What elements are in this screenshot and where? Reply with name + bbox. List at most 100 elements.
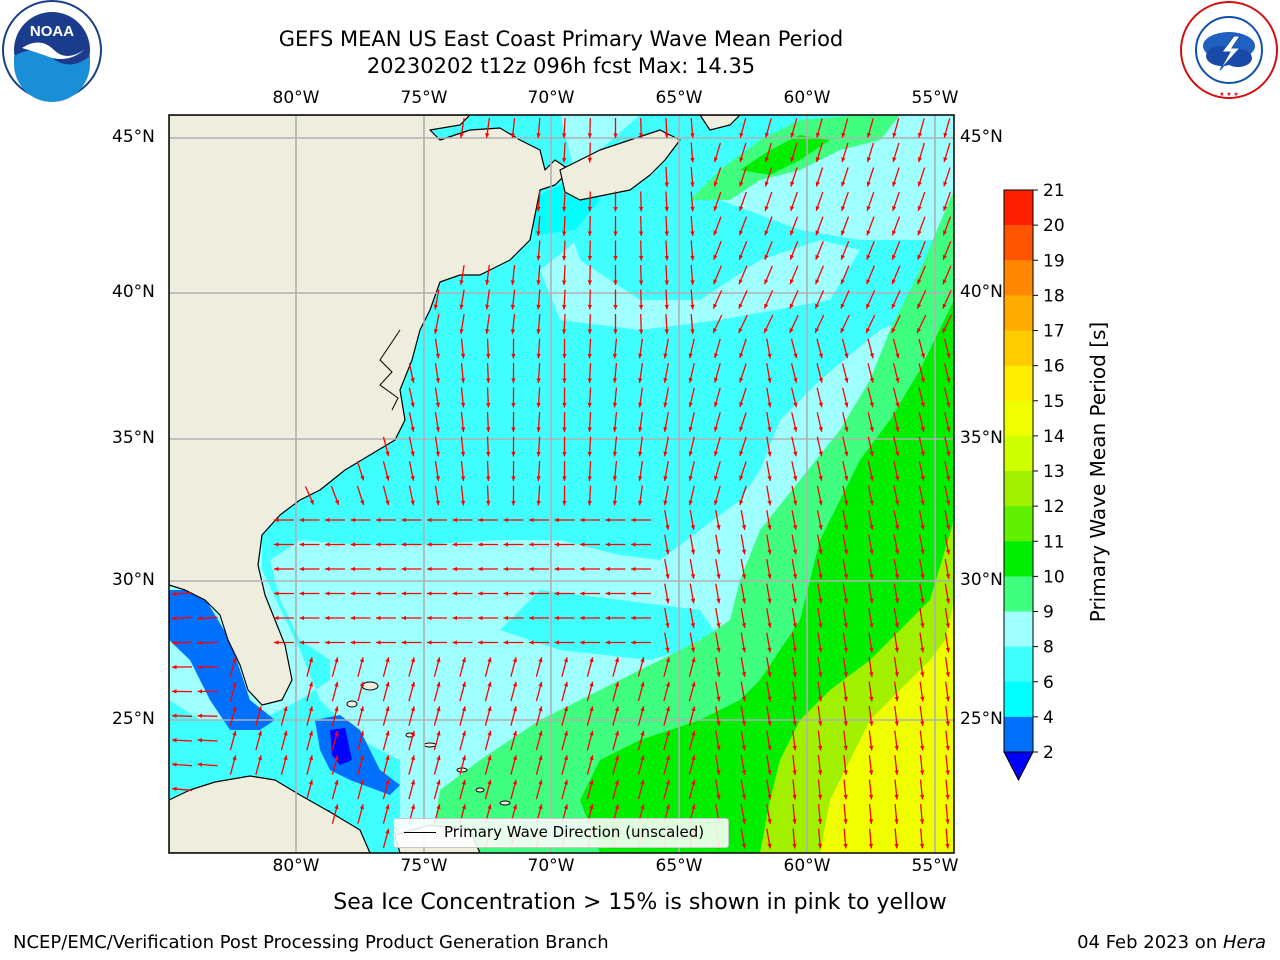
direction-arrow-255 [663, 436, 669, 457]
direction-arrow-225 [486, 411, 491, 433]
direction-arrow-521 [433, 681, 441, 702]
direction-arrow-542 [171, 713, 193, 719]
direction-arrow-170 [766, 338, 772, 359]
direction-arrow-451 [868, 608, 874, 628]
x-tick-bottom-2: 70°W [527, 856, 575, 876]
direction-arrow-201 [434, 387, 440, 408]
direction-arrow-598 [817, 730, 823, 751]
direction-arrow-519 [382, 681, 390, 702]
direction-arrow-308 [739, 485, 747, 506]
direction-arrow-616 [484, 755, 492, 775]
direction-arrow-436 [478, 615, 498, 621]
direction-arrow-648 [612, 779, 620, 800]
y-tick-left-0: 45°N [112, 127, 155, 147]
direction-arrow-661 [945, 779, 950, 800]
direction-arrow-681 [817, 803, 823, 825]
direction-arrow-502 [688, 657, 696, 677]
direction-arrow-323 [427, 517, 447, 523]
direction-arrow-203 [486, 387, 491, 408]
direction-arrow-339 [842, 510, 849, 530]
direction-arrow-178 [408, 363, 415, 383]
direction-arrow-411 [580, 591, 600, 596]
direction-arrow-305 [663, 485, 669, 506]
direction-arrow-260 [791, 436, 798, 457]
direction-arrow-606 [229, 755, 237, 775]
direction-arrow-91 [866, 240, 875, 261]
direction-arrow-137 [459, 314, 465, 334]
direction-arrow-291 [304, 486, 315, 505]
direction-arrow-414 [664, 583, 670, 604]
colorbar-tick-9: 14 [1043, 427, 1065, 447]
direction-arrow-327 [529, 517, 549, 523]
direction-arrow-386 [664, 559, 670, 579]
direction-arrow-259 [766, 436, 772, 457]
colorbar-segment-1 [1004, 225, 1033, 261]
direction-arrow-412 [605, 591, 626, 596]
direction-arrow-589 [586, 730, 594, 751]
direction-arrow-489 [357, 657, 365, 677]
direction-arrow-101 [613, 264, 618, 286]
direction-arrow-537 [843, 681, 848, 702]
direction-arrow-128 [763, 290, 774, 309]
direction-arrow-499 [612, 657, 620, 677]
direction-arrow-488 [331, 657, 339, 677]
direction-arrow-330 [605, 517, 626, 523]
direction-arrow-207 [587, 387, 592, 408]
direction-arrow-495 [510, 657, 518, 677]
direction-arrow-83 [664, 240, 669, 261]
direction-arrow-147 [712, 314, 723, 334]
direction-arrow-578 [306, 730, 314, 751]
direction-arrow-382 [554, 566, 575, 572]
colorbar: 2 4 6 8 9 10 11 12 13 14 15 16 17 18 19 20 21 [1003, 181, 1065, 782]
direction-arrow-509 [868, 657, 874, 677]
direction-arrow-553 [459, 706, 467, 726]
direction-arrow-512 [944, 657, 950, 677]
direction-arrow-527 [586, 681, 594, 702]
x-tick-top-4: 60°W [783, 88, 831, 108]
direction-arrow-292 [330, 485, 340, 506]
direction-arrow-239 [842, 412, 849, 432]
direction-arrow-348 [376, 542, 396, 547]
coastline-detail [379, 329, 401, 411]
direction-arrow-420 [817, 583, 823, 604]
direction-arrow-236 [766, 412, 772, 432]
direction-arrow-223 [434, 412, 440, 432]
direction-arrow-238 [816, 412, 823, 432]
direction-arrow-599 [843, 730, 848, 751]
direction-arrow-186 [612, 362, 618, 384]
direction-arrow-301 [562, 485, 567, 506]
direction-arrow-569 [868, 705, 874, 727]
direction-arrow-615 [459, 755, 467, 775]
direction-arrow-610 [331, 755, 339, 775]
direction-arrow-478 [817, 632, 823, 653]
direction-arrow-701 [817, 828, 823, 849]
direction-arrow-261 [816, 436, 823, 457]
direction-arrow-481 [893, 632, 899, 653]
direction-arrow-196 [867, 363, 874, 383]
direction-arrow-16 [892, 118, 900, 138]
direction-arrow-134 [916, 290, 927, 309]
direction-arrow-590 [612, 730, 620, 751]
island-5 [475, 787, 485, 793]
direction-arrow-156 [942, 314, 952, 334]
direction-arrow-341 [893, 510, 900, 530]
direction-arrow-548 [331, 706, 339, 726]
direction-arrow-381 [529, 566, 549, 572]
direction-arrow-183 [536, 362, 541, 384]
direction-arrow-392 [817, 559, 823, 579]
direction-arrow-628 [792, 754, 797, 776]
direction-arrow-468 [554, 640, 575, 645]
island-3 [423, 742, 437, 748]
direction-arrow-643 [484, 779, 492, 800]
colorbar-tick-12: 17 [1043, 322, 1065, 342]
direction-arrow-352 [478, 542, 498, 547]
direction-arrow-347 [350, 542, 371, 547]
direction-arrow-566 [792, 705, 797, 727]
colorbar-tick-14: 19 [1043, 251, 1065, 271]
direction-arrow-517 [331, 681, 339, 702]
direction-arrow-441 [605, 615, 626, 621]
direction-arrow-552 [433, 706, 441, 726]
map-legend: Primary Wave Direction (unscaled) [393, 818, 729, 848]
direction-arrow-491 [408, 657, 416, 677]
direction-arrow-49 [664, 191, 669, 212]
